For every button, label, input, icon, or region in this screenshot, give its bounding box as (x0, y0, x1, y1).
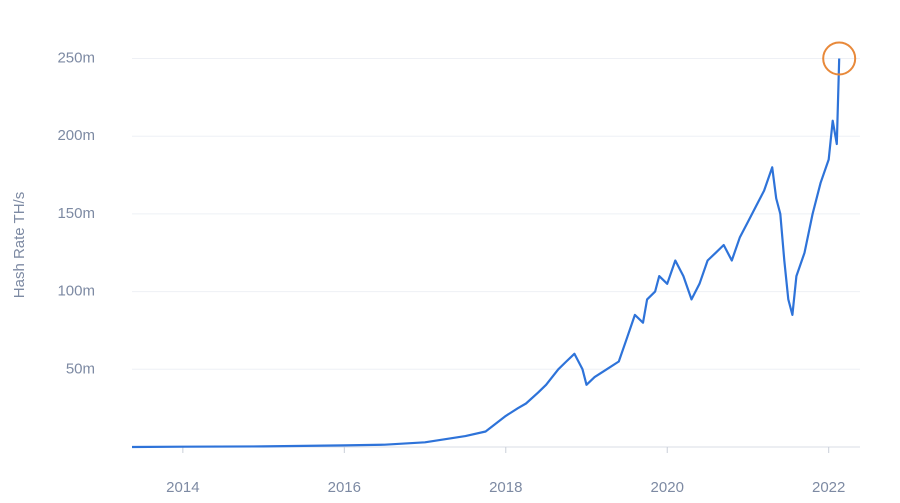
x-tick-label: 2018 (489, 479, 522, 496)
y-tick-label: 150m (57, 205, 95, 222)
line (131, 58, 841, 449)
x-tick-label: 2016 (328, 479, 361, 496)
highlight-marker (822, 41, 857, 76)
x-tick-label: 2014 (166, 479, 199, 496)
y-tick-label: 50m (66, 360, 95, 377)
y-tick-label: 250m (57, 50, 95, 67)
x-tick-label: 2020 (651, 479, 684, 496)
x-tick-label: 2022 (812, 479, 845, 496)
y-axis-label: Hash Rate TH/s (11, 192, 28, 298)
y-tick-label: 100m (57, 283, 95, 300)
y-tick-label: 200m (57, 127, 95, 144)
